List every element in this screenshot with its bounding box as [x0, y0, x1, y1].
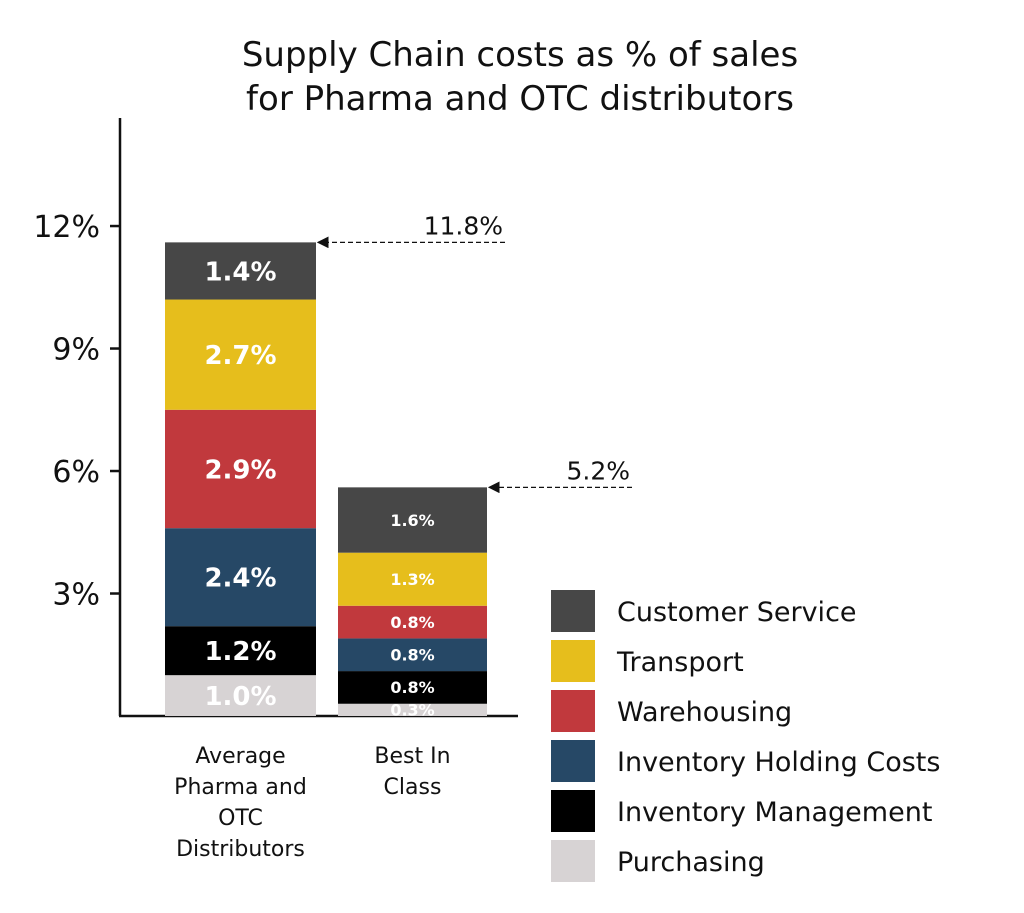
bar-segment	[338, 671, 487, 704]
data-label: 1.3%	[390, 570, 434, 589]
bar-segment	[338, 638, 487, 672]
data-label: 1.6%	[390, 511, 434, 530]
chart-title-line-1: Supply Chain costs as % of sales	[242, 35, 798, 75]
legend-label: Transport	[616, 647, 744, 678]
y-axis: 3% 6% 9% 12%	[33, 118, 122, 716]
data-label: 1.2%	[204, 637, 276, 667]
data-label: 1.4%	[204, 257, 276, 287]
legend-label: Warehousing	[617, 697, 792, 728]
legend-label: Inventory Management	[617, 797, 932, 828]
legend-swatch	[551, 590, 595, 632]
data-label: 0.8%	[390, 646, 434, 665]
data-label: 1.0%	[204, 682, 276, 712]
total-label: 5.2%	[566, 456, 630, 485]
y-tick-label: 9%	[52, 333, 100, 368]
bar-segment	[165, 626, 316, 676]
y-tick-label: 12%	[33, 210, 100, 245]
legend-swatch	[551, 640, 595, 682]
x-category-label: Best In Class	[374, 744, 450, 800]
totals-group: 11.8% 5.2%	[316, 211, 632, 494]
bar-segment	[338, 605, 487, 639]
data-label: 2.4%	[204, 564, 276, 594]
legend-label: Customer Service	[617, 597, 857, 628]
bar-segment	[338, 703, 487, 716]
bar-segment	[165, 299, 316, 410]
legend: Customer Service Transport Warehousing Inve…	[551, 590, 940, 882]
bar-segment	[165, 409, 316, 529]
y-tick-label: 6%	[52, 455, 100, 490]
legend-swatch	[551, 690, 595, 732]
chart-title-line-2: for Pharma and OTC distributors	[246, 79, 794, 119]
bar-segment	[165, 242, 316, 300]
legend-swatch	[551, 740, 595, 782]
x-category-label: Average Pharma and OTC Distributors	[174, 744, 307, 862]
category-labels: Average Pharma and OTC Distributors Best In C…	[174, 744, 450, 862]
legend-label: Inventory Holding Costs	[617, 747, 940, 778]
bar-segment	[338, 487, 487, 553]
data-label: 0.3%	[390, 701, 434, 720]
data-label: 0.8%	[390, 678, 434, 697]
data-label: 2.9%	[204, 455, 276, 485]
bar-segment	[165, 528, 316, 627]
legend-swatch	[551, 840, 595, 882]
bars-group: 1.0% 1.2% 2.4% 2.9% 2.7% 1.4% 0.3% 0.8% 0.8% 0.8%…	[165, 242, 487, 720]
total-label: 11.8%	[424, 211, 503, 240]
bar-segment	[165, 675, 316, 716]
data-label: 2.7%	[204, 341, 276, 371]
bar-segment	[338, 552, 487, 606]
y-tick-label: 3%	[52, 578, 100, 613]
legend-swatch	[551, 790, 595, 832]
chart-title: Supply Chain costs as % of sales for Pha…	[242, 35, 798, 119]
data-label: 0.8%	[390, 613, 434, 632]
legend-label: Purchasing	[617, 847, 765, 878]
